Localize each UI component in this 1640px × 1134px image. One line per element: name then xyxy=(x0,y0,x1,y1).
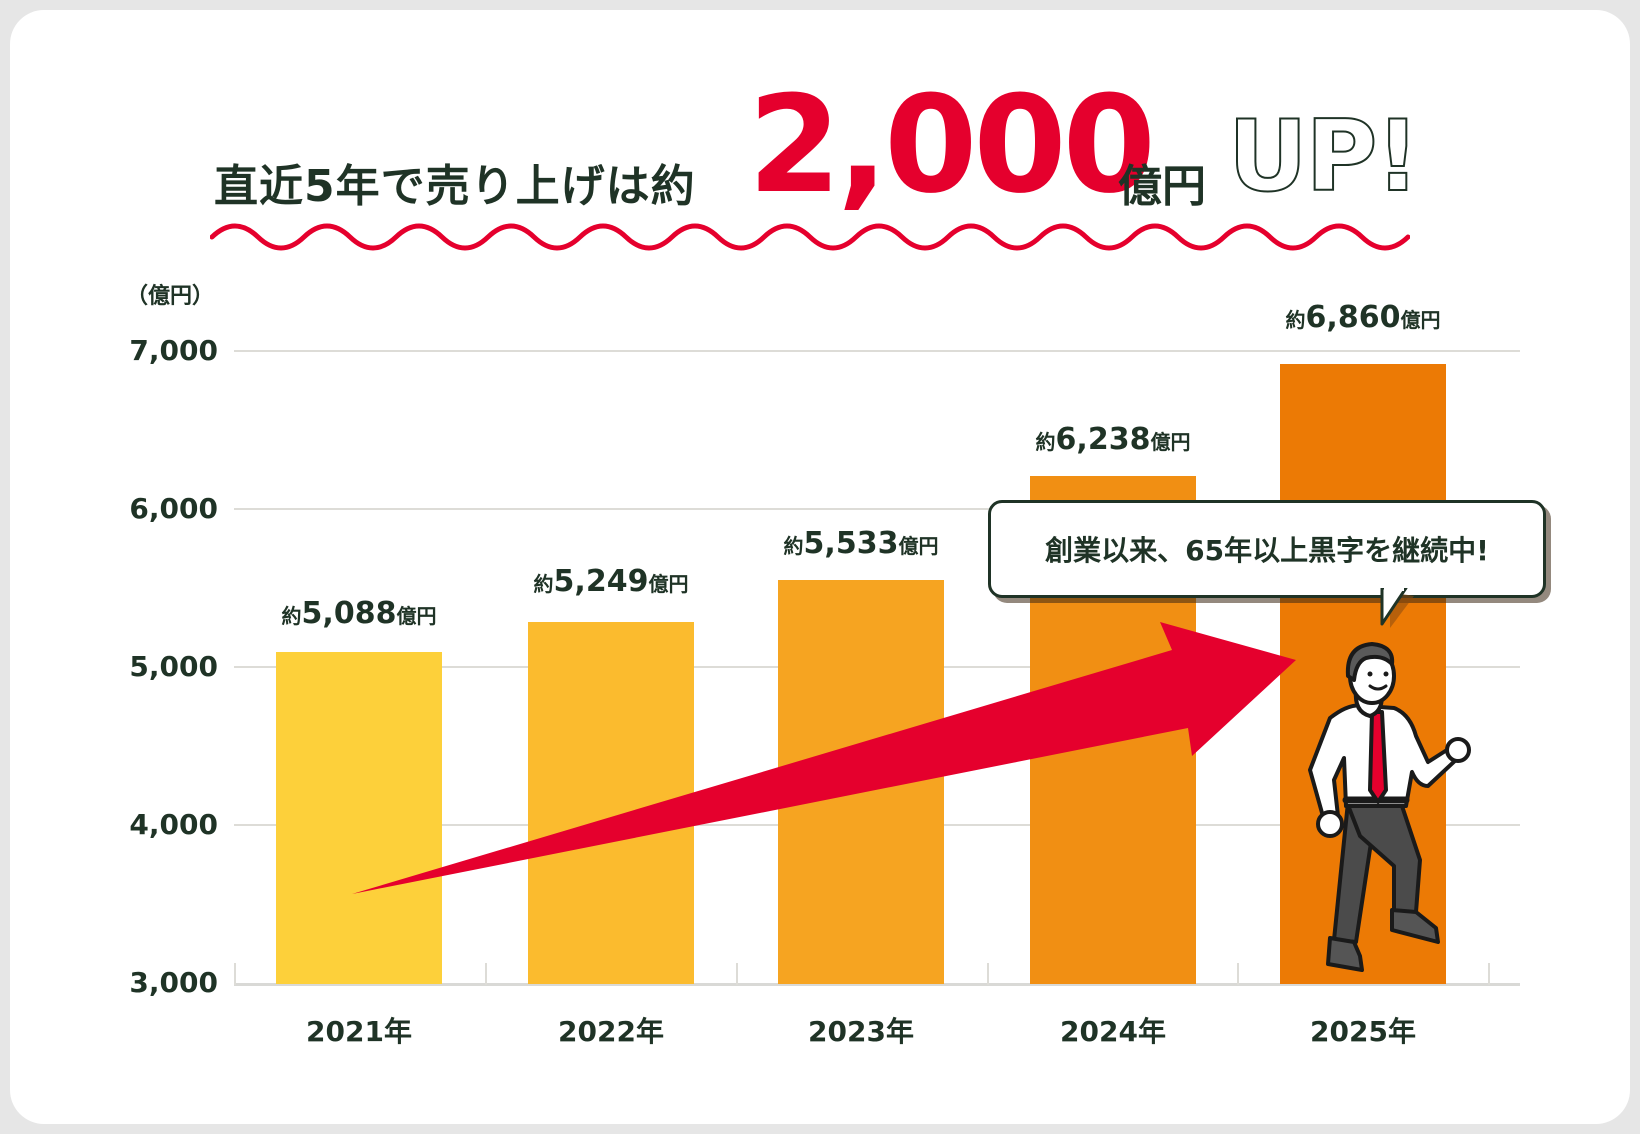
x-tick xyxy=(485,963,487,985)
label-prefix: 約 xyxy=(281,604,302,628)
x-tick xyxy=(1488,963,1490,985)
label-value: 5,249 xyxy=(553,564,649,599)
x-axis xyxy=(234,983,1520,986)
label-prefix: 約 xyxy=(783,534,804,558)
label-prefix: 約 xyxy=(533,572,554,596)
businessman-icon xyxy=(1308,642,1471,972)
headline-up: UP! xyxy=(1227,100,1421,214)
callout-text: 創業以来、65年以上黒字を継続中! xyxy=(1045,534,1489,567)
y-tick-4000: 4,000 xyxy=(129,808,218,841)
bar-label-2022: 約5,249億円 xyxy=(491,564,731,599)
headline-unit: 億円 xyxy=(1118,161,1206,212)
x-label-2025: 2025年 xyxy=(1310,1015,1416,1048)
x-tick xyxy=(987,963,989,985)
label-suffix: 億円 xyxy=(1150,430,1191,454)
x-label-2021: 2021年 xyxy=(306,1015,412,1048)
y-axis-unit: （億円） xyxy=(126,284,215,309)
y-tick-6000: 6,000 xyxy=(129,492,218,525)
label-suffix: 億円 xyxy=(898,534,939,558)
x-tick xyxy=(736,963,738,985)
y-tick-7000: 7,000 xyxy=(129,334,218,367)
x-label-2022: 2022年 xyxy=(558,1015,664,1048)
x-label-2024: 2024年 xyxy=(1060,1015,1166,1048)
label-value: 6,860 xyxy=(1305,300,1401,335)
callout-tail-icon xyxy=(1380,588,1414,628)
label-value: 5,533 xyxy=(803,526,899,561)
bar-2021 xyxy=(276,652,442,984)
x-tick xyxy=(1237,963,1239,985)
label-suffix: 億円 xyxy=(396,604,437,628)
callout-bubble: 創業以来、65年以上黒字を継続中! xyxy=(988,500,1546,598)
gridline-6000 xyxy=(234,508,1520,510)
bar-label-2023: 約5,533億円 xyxy=(741,526,981,561)
x-label-2023: 2023年 xyxy=(808,1015,914,1048)
label-suffix: 億円 xyxy=(648,572,689,596)
wavy-underline-icon xyxy=(210,223,1410,251)
headline-lead: 直近5年で売り上げは約 xyxy=(214,161,696,212)
label-suffix: 億円 xyxy=(1400,308,1441,332)
headline: 直近5年で売り上げは約 2,000 億円 UP! xyxy=(0,0,1640,260)
bar-label-2024: 約6,238億円 xyxy=(993,422,1233,457)
label-value: 5,088 xyxy=(301,596,397,631)
bar-label-2021: 約5,088億円 xyxy=(239,596,479,631)
gridline-7000 xyxy=(234,350,1520,352)
y-tick-5000: 5,000 xyxy=(129,650,218,683)
y-tick-3000: 3,000 xyxy=(129,966,218,999)
headline-amount: 2,000 xyxy=(748,67,1156,223)
bar-label-2025: 約6,860億円 xyxy=(1243,300,1483,335)
x-tick xyxy=(234,963,236,985)
label-prefix: 約 xyxy=(1285,308,1306,332)
label-value: 6,238 xyxy=(1055,422,1151,457)
label-prefix: 約 xyxy=(1035,430,1056,454)
